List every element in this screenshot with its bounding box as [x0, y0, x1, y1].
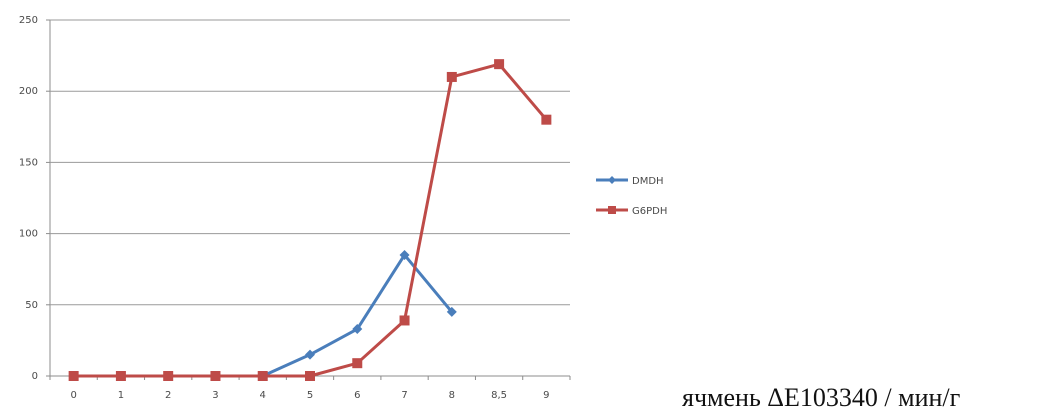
x-tick-label: 6	[354, 390, 360, 401]
y-tick-label: 200	[19, 86, 38, 97]
gridlines	[50, 19, 570, 306]
legend: DMDH G6PDH	[596, 176, 667, 217]
x-tick-label: 8,5	[491, 390, 507, 401]
data-point	[352, 324, 363, 335]
data-point	[115, 371, 126, 381]
x-tick-label: 1	[118, 390, 124, 401]
x-axis-ticks: 0 1 2 3 4 5 6 7 8 8,5 9	[49, 376, 571, 401]
x-tick-label: 8	[449, 390, 455, 401]
x-tick-label: 0	[70, 390, 76, 401]
data-point	[399, 249, 410, 260]
series-line	[73, 62, 548, 378]
y-axis-ticks: 0 50 100 150 200 250	[19, 15, 50, 382]
data-point	[446, 306, 457, 317]
y-tick-label: 250	[19, 15, 38, 26]
y-tick-label: 50	[25, 300, 38, 311]
data-point	[541, 114, 552, 125]
series-g6pdh	[68, 59, 552, 381]
plot-area: 0 50 100 150 200 250 0 1 2 3 4 5 6 7 8 8,5 9	[19, 15, 571, 401]
data-point	[399, 315, 410, 326]
series-dmdh	[68, 249, 457, 381]
legend-label: G6PDH	[632, 206, 667, 217]
y-tick-label: 100	[19, 229, 38, 240]
x-tick-label: 7	[401, 390, 407, 401]
data-point	[210, 371, 221, 381]
data-point	[446, 71, 457, 82]
chart-annotation: ячмень ΔЕ103340 / мин/г	[682, 383, 960, 412]
data-point	[257, 371, 268, 381]
data-point	[494, 59, 505, 70]
data-point	[352, 358, 363, 369]
data-point	[305, 371, 315, 381]
legend-marker	[608, 176, 616, 184]
x-tick-label: 5	[307, 390, 313, 401]
legend-item: DMDH	[596, 176, 664, 187]
legend-label: DMDH	[632, 176, 664, 187]
y-tick-label: 150	[19, 157, 38, 168]
legend-item: G6PDH	[596, 206, 667, 217]
x-tick-label: 3	[212, 390, 218, 401]
x-tick-label: 9	[543, 390, 549, 401]
series-line	[73, 253, 453, 378]
data-point	[68, 371, 79, 381]
series-layer	[68, 59, 552, 381]
data-point	[305, 349, 315, 360]
x-tick-label: 2	[165, 390, 171, 401]
data-point	[163, 371, 174, 381]
legend-marker	[608, 206, 616, 214]
y-tick-label: 0	[32, 371, 38, 382]
x-tick-label: 4	[260, 390, 266, 401]
